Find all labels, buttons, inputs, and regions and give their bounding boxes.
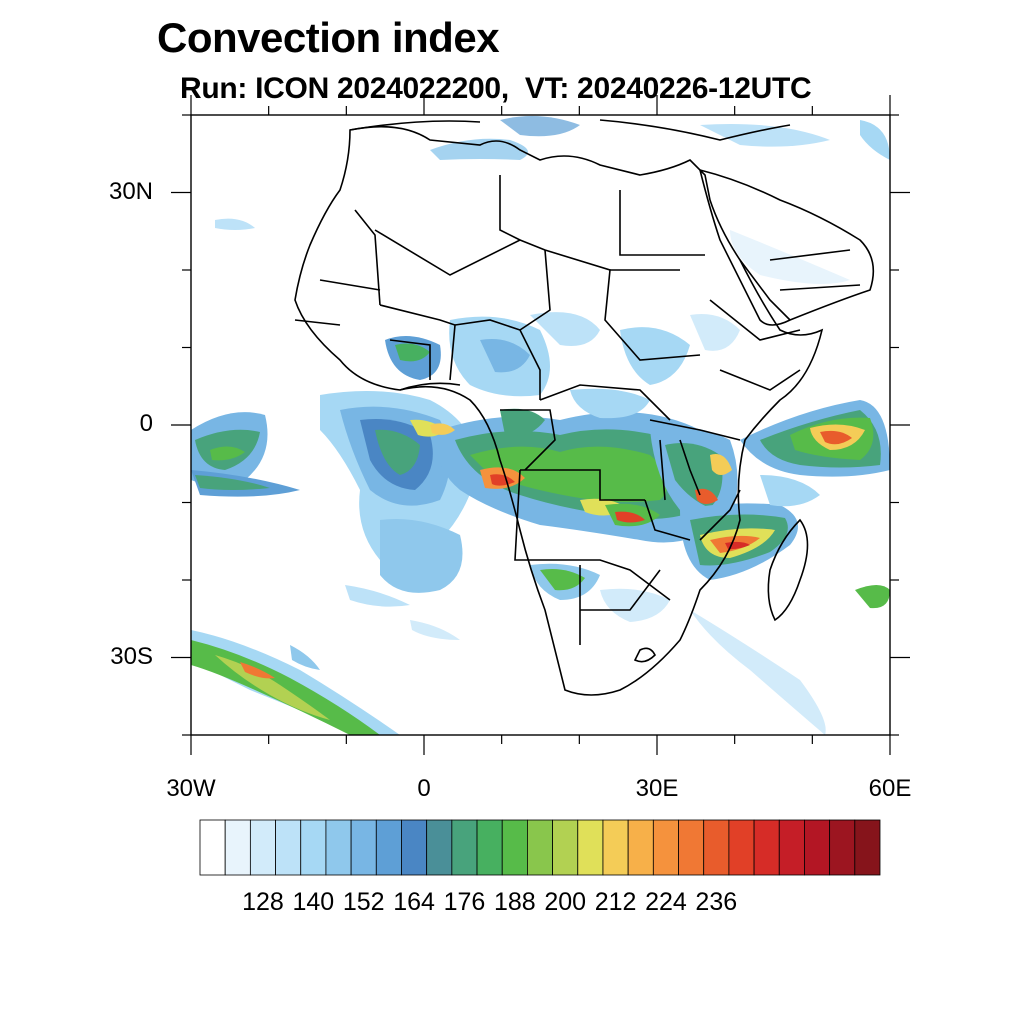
map-subtitle: Run: ICON 2024022200, VT: 20240226-12UTC (180, 72, 812, 105)
colorbar-swatch (527, 819, 553, 876)
colorbar-swatch (275, 819, 302, 876)
colorbar-swatch (854, 819, 881, 876)
colorbar-swatch (199, 819, 226, 876)
colorbar-label: 200 (544, 888, 587, 916)
lat-label: 30S (110, 642, 153, 670)
colorbar-swatch (501, 819, 528, 876)
lat-label: 0 (139, 410, 153, 437)
colorbar-label: 188 (493, 888, 536, 916)
colorbar-swatch (829, 819, 856, 876)
colorbar-swatch (375, 819, 402, 876)
colorbar-swatch (678, 819, 705, 876)
colorbar-swatch (627, 819, 654, 876)
lon-label: 30E (635, 775, 679, 802)
colorbar-swatch (652, 819, 679, 876)
colorbar-label: 176 (443, 888, 486, 916)
colorbar-swatch (602, 819, 629, 876)
colorbar-label: 224 (645, 888, 687, 916)
colorbar-label: 152 (342, 888, 385, 916)
lon-label: 30W (166, 775, 216, 802)
colorbar-swatch (224, 819, 251, 876)
lon-label: 60E (868, 775, 912, 802)
colorbar-swatch (552, 819, 579, 876)
colorbar-swatch (249, 819, 276, 876)
convection-field (191, 116, 890, 735)
colorbar-swatch (703, 819, 730, 876)
map-title: Convection index (157, 14, 500, 61)
colorbar-label: 128 (242, 888, 284, 916)
axis-ticks (171, 95, 910, 755)
colorbar-label: 164 (393, 888, 435, 916)
colorbar-swatch (451, 819, 478, 876)
colorbar-swatch (804, 819, 831, 876)
colorbar-swatch (401, 819, 428, 876)
lon-label: 0 (417, 775, 431, 802)
colorbar-label: 140 (292, 888, 335, 916)
colorbar-swatch (476, 819, 503, 876)
colorbar (199, 819, 881, 876)
colorbar-swatch (778, 819, 805, 876)
colorbar-label: 236 (695, 888, 738, 916)
colorbar-swatch (577, 819, 604, 876)
colorbar-swatch (753, 819, 780, 876)
colorbar-swatch (426, 819, 453, 876)
colorbar-swatch (350, 819, 377, 876)
colorbar-swatch (728, 819, 755, 876)
colorbar-swatch (325, 819, 352, 876)
lat-label: 30N (108, 177, 153, 205)
colorbar-label: 212 (594, 888, 637, 916)
coastlines (294, 119, 875, 696)
colorbar-swatch (300, 819, 327, 876)
